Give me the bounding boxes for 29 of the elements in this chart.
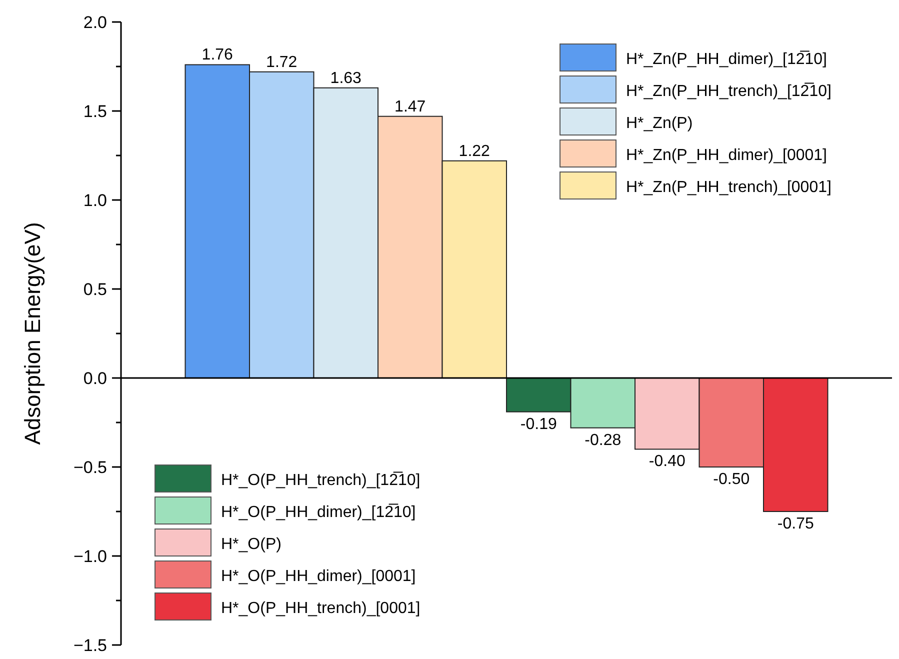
legend-label: H*_O(P_HH_dimer)_[0001] bbox=[221, 568, 416, 585]
data-label: 1.47 bbox=[394, 98, 426, 116]
y-tick-label: 2.0 bbox=[83, 13, 107, 32]
data-label: -0.28 bbox=[584, 432, 622, 449]
data-label: -0.40 bbox=[648, 453, 686, 470]
y-axis-title: Adsorption Energy(eV) bbox=[20, 222, 45, 445]
data-label: -0.75 bbox=[777, 516, 814, 532]
data-label: 1.72 bbox=[266, 54, 298, 71]
legend-label: H*_Zn(P_HH_trench)_[12̅10] bbox=[626, 82, 832, 100]
y-tick-label: −1.0 bbox=[73, 547, 107, 566]
data-label: -0.50 bbox=[713, 471, 750, 488]
y-tick-label: 0.5 bbox=[83, 280, 107, 299]
legend-label: H*_O(P_HH_trench)_[0001] bbox=[221, 600, 420, 617]
legend-label: H*_Zn(P_HH_trench)_[0001] bbox=[626, 179, 832, 196]
y-tick-label: 0.0 bbox=[83, 369, 107, 388]
legend-label: H*_Zn(P_HH_dimer)_[0001] bbox=[626, 147, 827, 164]
legend-label: H*_O(P_HH_trench)_[12̅10] bbox=[221, 471, 420, 489]
legend-label: H*_O(P_HH_dimer)_[12̅10] bbox=[221, 503, 416, 521]
legend-label: H*_Zn(P_HH_dimer)_[12̅10] bbox=[626, 50, 827, 68]
y-tick-label: −1.5 bbox=[73, 636, 107, 655]
data-label: -0.19 bbox=[520, 416, 557, 433]
data-label: 1.22 bbox=[458, 142, 490, 160]
y-tick-label: 1.0 bbox=[83, 191, 107, 210]
legend-label: H*_Zn(P) bbox=[626, 115, 693, 132]
data-label: 1.63 bbox=[330, 70, 362, 87]
y-tick-label: 1.5 bbox=[83, 102, 107, 121]
data-label: 1.76 bbox=[202, 46, 234, 64]
y-tick-label: −0.5 bbox=[73, 458, 107, 477]
legend-label: H*_O(P) bbox=[221, 536, 282, 553]
